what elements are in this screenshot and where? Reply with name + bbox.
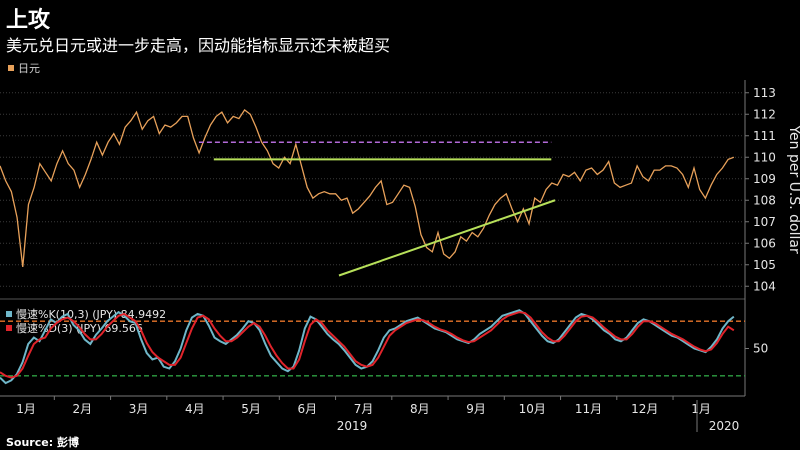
month-label: 5月 — [241, 402, 261, 416]
price-tick-label: 108 — [753, 193, 776, 207]
price-series-line — [0, 109, 735, 267]
stoch-d-legend-swatch — [6, 325, 12, 331]
price-tick-label: 112 — [753, 107, 776, 121]
year-label-2019: 2019 — [337, 419, 368, 433]
osc-tick-label: 50 — [753, 342, 768, 356]
month-label: 9月 — [466, 402, 486, 416]
month-label: 7月 — [354, 402, 374, 416]
chart-subtitle: 美元兑日元或进一步走高，因动能指标显示还未被超买 — [6, 36, 391, 55]
month-label: 11月 — [575, 402, 602, 416]
stoch-k-line — [0, 309, 735, 385]
month-label: 6月 — [297, 402, 317, 416]
price-axis-title: Yen per U.S. dollar — [786, 124, 800, 254]
price-tick-label: 104 — [753, 279, 776, 293]
price-tick-label: 107 — [753, 215, 776, 229]
stoch-d-line — [0, 311, 735, 379]
price-tick-label: 111 — [753, 129, 776, 143]
price-tick-label: 110 — [753, 150, 776, 164]
month-label: 10月 — [519, 402, 546, 416]
month-label: 3月 — [129, 402, 149, 416]
price-tick-label: 106 — [753, 236, 776, 250]
price-legend: 日元 — [8, 60, 40, 76]
year-label-2020: 2020 — [709, 419, 740, 433]
source-note: Source: 彭博 — [6, 436, 79, 449]
price-legend-label: 日元 — [18, 62, 40, 75]
month-label: 4月 — [185, 402, 205, 416]
month-label: 1月 — [16, 402, 36, 416]
price-legend-swatch — [8, 65, 14, 71]
stoch-k-legend-swatch — [6, 311, 12, 317]
uptrend-line — [338, 199, 556, 277]
price-tick-label: 109 — [753, 172, 776, 186]
price-tick-label: 105 — [753, 258, 776, 272]
month-label: 8月 — [410, 402, 430, 416]
month-label: 1月 — [691, 402, 711, 416]
month-label: 2月 — [73, 402, 93, 416]
price-tick-label: 113 — [753, 86, 776, 100]
month-label: 12月 — [631, 402, 658, 416]
chart-title: 上攻 — [6, 8, 51, 33]
